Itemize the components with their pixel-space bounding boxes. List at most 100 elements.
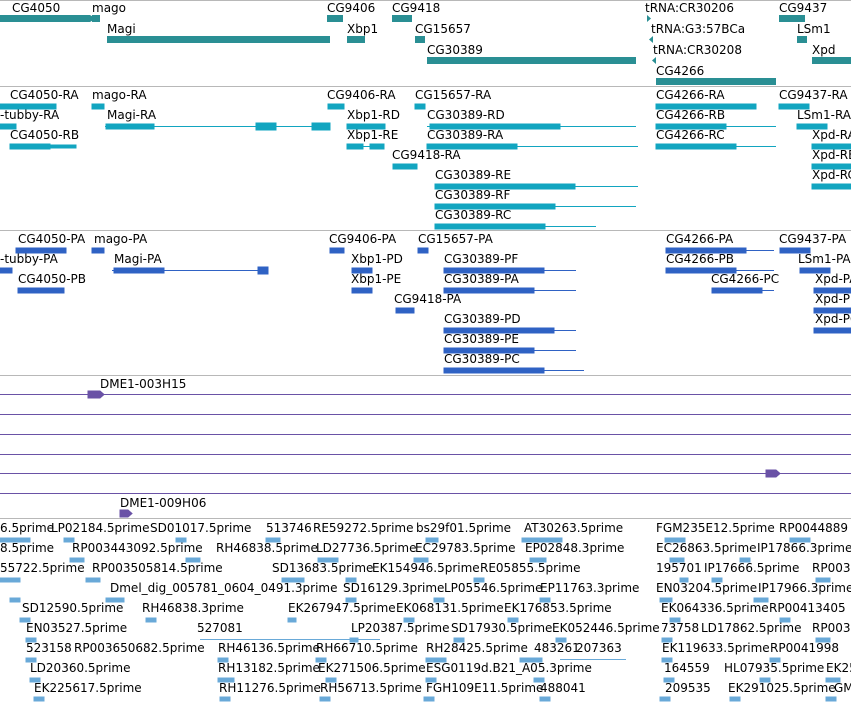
est-label[interactable]: LP05546.5prime (444, 581, 543, 595)
gene-label[interactable]: tRNA:CR30208 (653, 43, 742, 57)
est-label[interactable]: SD13683.5prime (272, 561, 374, 575)
est-label[interactable]: EK068131.5prime (396, 601, 504, 615)
est-label[interactable]: IP17966.3prime (758, 581, 851, 595)
est-label[interactable]: FGM235E12.5prime (656, 521, 775, 535)
gene-label[interactable]: Magi (107, 22, 136, 36)
est-label[interactable]: LP20387.5prime (351, 621, 450, 635)
transcript-label[interactable]: CG4266-RA (656, 88, 725, 102)
protein-label[interactable]: CG9418-PA (394, 292, 462, 306)
est-label[interactable]: EN03527.5prime (26, 621, 128, 635)
transcript-label[interactable]: LSm1-RA (797, 108, 851, 122)
est-label[interactable]: RP003443092.5prime (72, 541, 203, 555)
est-label[interactable]: 527081 (197, 621, 243, 635)
transcript-label[interactable]: CG4266-RC (656, 128, 725, 142)
clone-label[interactable]: DME1-003H15 (100, 377, 187, 391)
protein-label[interactable]: Xbp1-PD (351, 252, 403, 266)
transcript-label[interactable]: Xbp1-RD (347, 108, 400, 122)
protein-label[interactable]: Xpd-PB (815, 292, 851, 306)
transcript-label[interactable]: CG4050-RA (10, 88, 79, 102)
est-label[interactable]: 513746 (266, 521, 312, 535)
est-label[interactable]: 207363 (576, 641, 622, 655)
protein-label[interactable]: CG9437-PA (779, 232, 847, 246)
gene-label[interactable]: mago (92, 1, 127, 15)
est-label[interactable]: HL07935.5prime (724, 661, 825, 675)
transcript-label[interactable]: CG9418-RA (392, 148, 461, 162)
est-label[interactable]: IP17666.5prime (704, 561, 800, 575)
gene-label[interactable]: CG4050 (12, 1, 61, 15)
est-label[interactable]: 73758 (661, 621, 700, 635)
gene-label[interactable]: Xbp1 (347, 22, 379, 36)
est-label[interactable]: EK25 (826, 661, 851, 675)
est-label[interactable]: EN03204.5prime (656, 581, 758, 595)
transcript-label[interactable]: CG4050-RB (10, 128, 80, 142)
transcript-label[interactable]: CG30389-RA (427, 128, 504, 142)
transcript-label[interactable]: Xpd-RC (812, 168, 851, 182)
protein-label[interactable]: CG4266-PA (666, 232, 734, 246)
est-label[interactable]: EC29783.5prime (415, 541, 516, 555)
gene-label[interactable]: CG30389 (427, 43, 483, 57)
protein-label[interactable]: LSm1-PA (798, 252, 851, 266)
protein-label[interactable]: CG15657-PA (418, 232, 493, 246)
est-label[interactable]: 209535 (665, 681, 711, 695)
est-label[interactable]: RP003 (812, 561, 851, 575)
est-label[interactable]: RP003650682.5prime (74, 641, 205, 655)
est-label[interactable]: LD17862.5prime (701, 621, 802, 635)
protein-label[interactable]: Xpd-PC (815, 312, 851, 326)
transcript-label[interactable]: Xpd-RA (812, 128, 851, 142)
protein-label[interactable]: CG30389-PA (444, 272, 519, 286)
est-label[interactable]: AT30263.5prime (524, 521, 624, 535)
transcript-label[interactable]: -tubby-RA (0, 108, 60, 122)
est-label[interactable]: 55722.5prime (0, 561, 85, 575)
est-label[interactable]: SD12590.5prime (22, 601, 124, 615)
clone-label[interactable]: DME1-009H06 (120, 496, 207, 510)
est-label[interactable]: EK291025.5prime (728, 681, 836, 695)
est-label[interactable]: EK271506.5prime (318, 661, 426, 675)
est-label[interactable]: RH66710.5prime (316, 641, 418, 655)
est-label[interactable]: RE59272.5prime (313, 521, 414, 535)
transcript-label[interactable]: CG15657-RA (415, 88, 492, 102)
est-label[interactable]: RP00413405 (769, 601, 846, 615)
protein-label[interactable]: Magi-PA (114, 252, 162, 266)
gene-label[interactable]: LSm1 (797, 22, 831, 36)
est-label[interactable]: RH46136.5prime (218, 641, 320, 655)
est-label[interactable]: EK064336.5prime (661, 601, 769, 615)
protein-label[interactable]: CG30389-PF (444, 252, 519, 266)
gene-label[interactable]: CG4266 (656, 64, 705, 78)
protein-label[interactable]: CG4050-PA (18, 232, 86, 246)
est-label[interactable]: RH11276.5prime (219, 681, 321, 695)
transcript-label[interactable]: CG30389-RD (427, 108, 505, 122)
est-label[interactable]: RH28425.5prime (426, 641, 528, 655)
est-label[interactable]: SD01017.5prime (150, 521, 252, 535)
transcript-label[interactable]: Xbp1-RE (347, 128, 399, 142)
est-label[interactable]: LD20360.5prime (30, 661, 131, 675)
est-label[interactable]: RH56713.5prime (320, 681, 422, 695)
gene-label[interactable]: Xpd (812, 43, 836, 57)
est-label[interactable]: 523158 (26, 641, 72, 655)
est-label[interactable]: IP17866.3prime (757, 541, 851, 555)
transcript-label[interactable]: CG30389-RF (435, 188, 511, 202)
est-label[interactable]: LD27736.5prime (316, 541, 417, 555)
transcript-label[interactable]: CG4266-RB (656, 108, 726, 122)
gene-label[interactable]: tRNA:G3:57BCa (651, 22, 746, 36)
est-label[interactable]: LP02184.5prime (51, 521, 150, 535)
protein-label[interactable]: CG9406-PA (329, 232, 397, 246)
est-label[interactable]: 483261 (534, 641, 580, 655)
protein-label[interactable]: CG30389-PE (444, 332, 519, 346)
est-label[interactable]: RP003 (812, 621, 851, 635)
protein-label[interactable]: CG4266-PC (711, 272, 780, 286)
est-label[interactable]: GM (834, 681, 851, 695)
est-label[interactable]: EK154946.5prime (372, 561, 480, 575)
gene-label[interactable]: CG15657 (415, 22, 471, 36)
protein-label[interactable]: mago-PA (94, 232, 148, 246)
protein-label[interactable]: CG4266-PB (666, 252, 735, 266)
transcript-label[interactable]: mago-RA (92, 88, 147, 102)
est-label[interactable]: 6.5prime (0, 521, 55, 535)
est-label[interactable]: SD16129.3prime (343, 581, 445, 595)
est-label[interactable]: RH46838.3prime (142, 601, 244, 615)
est-label[interactable]: ESG0119d.B21_A05.3prime (426, 661, 592, 675)
transcript-label[interactable]: CG9406-RA (327, 88, 396, 102)
est-label[interactable]: EP02848.3prime (525, 541, 625, 555)
est-label[interactable]: EK119633.5prime (662, 641, 770, 655)
est-label[interactable]: bs29f01.5prime (416, 521, 512, 535)
